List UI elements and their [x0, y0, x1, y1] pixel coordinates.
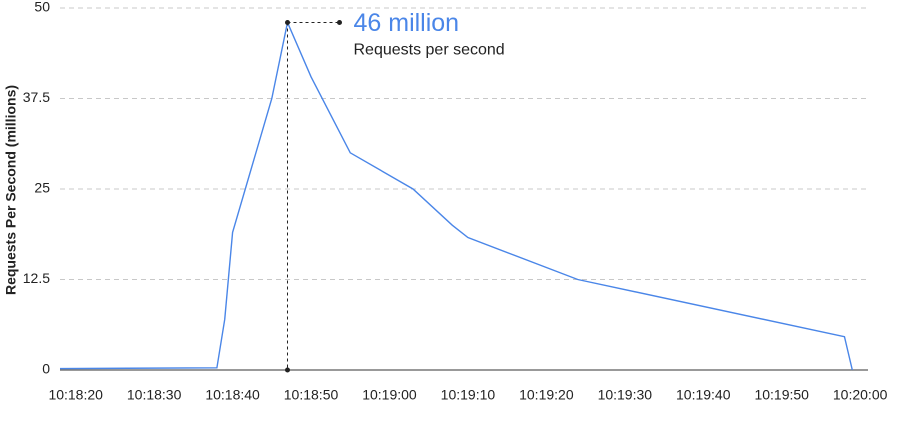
x-tick-label: 10:18:30 [127, 387, 182, 403]
x-tick-label: 10:19:50 [754, 387, 809, 403]
x-tick-label: 10:19:30 [598, 387, 653, 403]
x-tick-label: 10:20:00 [833, 387, 888, 403]
x-tick-label: 10:19:40 [676, 387, 731, 403]
x-tick-label: 10:19:00 [362, 387, 417, 403]
y-tick-label: 37.5 [23, 89, 50, 105]
y-tick-label: 50 [34, 0, 50, 15]
annotation-headline: 46 million [353, 9, 459, 37]
x-tick-label: 10:19:10 [441, 387, 496, 403]
x-tick-label: 10:18:40 [205, 387, 260, 403]
y-tick-label: 12.5 [23, 270, 50, 286]
annotation-dot [284, 19, 290, 25]
y-tick-label: 25 [34, 180, 50, 196]
data-line [59, 20, 853, 371]
annotation-dot [336, 19, 342, 25]
axis-dot [284, 367, 290, 373]
x-tick-label: 10:19:20 [519, 387, 574, 403]
annotation-caption: Requests per second [353, 42, 504, 59]
x-tick-label: 10:18:20 [48, 387, 103, 403]
x-tick-label: 10:18:50 [284, 387, 339, 403]
y-tick-label: 0 [42, 361, 50, 377]
y-axis-label: Requests Per Second (millions) [3, 85, 19, 295]
